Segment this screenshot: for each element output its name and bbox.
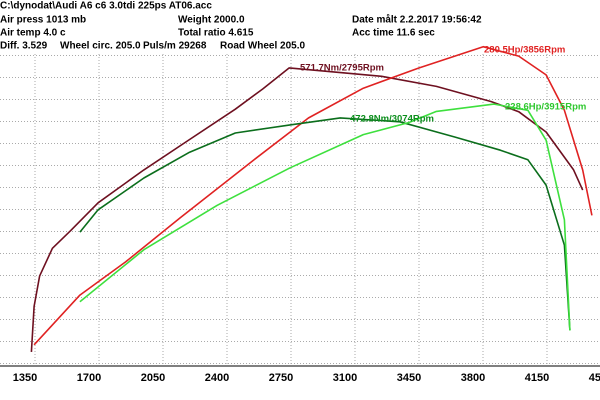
info: Road Wheel 205.0 <box>220 41 305 52</box>
x-tick-label: 2050 <box>141 372 165 384</box>
info: Puls/m 29268 <box>143 41 207 52</box>
annotation: 472.8Nm/3074Rpm <box>350 114 434 125</box>
x-tick-label: 1350 <box>13 372 37 384</box>
annotation: 280.5Hp/3856Rpm <box>484 45 565 56</box>
annotation: 228.6Hp/3915Rpm <box>505 102 586 113</box>
x-tick-label: 4150 <box>525 372 549 384</box>
x-tick-label: 1700 <box>77 372 101 384</box>
info: Date målt 2.2.2017 19:56:42 <box>352 14 482 26</box>
annotation: 571.7Nm/2795Rpm <box>300 63 384 74</box>
x-tick-label: 3800 <box>461 372 485 384</box>
x-tick-label: 3100 <box>333 372 357 384</box>
grid-pattern <box>0 54 600 364</box>
curve <box>30 67 584 352</box>
x-tick-label: 3450 <box>397 372 421 384</box>
info: Air temp 4.0 c <box>0 28 66 39</box>
info: Diff. 3.529 <box>0 41 48 52</box>
x-tick-label: 2400 <box>205 372 229 384</box>
info: Acc time 11.6 sec <box>352 28 435 39</box>
info: Weight 2000.0 <box>178 15 245 26</box>
x-tick-label: 2750 <box>269 372 293 384</box>
curve <box>79 103 571 331</box>
info: Air press 1013 mb <box>0 15 86 26</box>
curve <box>79 117 571 331</box>
curve <box>33 45 593 346</box>
plot: 1350 1700 2050 2400 2750 3100 3450 3800 4150 4500 <box>13 45 600 384</box>
info: Total ratio 4.615 <box>178 28 254 39</box>
file-name: C:\dynodat\Audi A6 c6 3.0tdi 225ps AT06.… <box>0 1 212 12</box>
x-tick-label: 4500 <box>589 372 600 384</box>
info: Wheel circ. 205.0 <box>60 41 141 52</box>
